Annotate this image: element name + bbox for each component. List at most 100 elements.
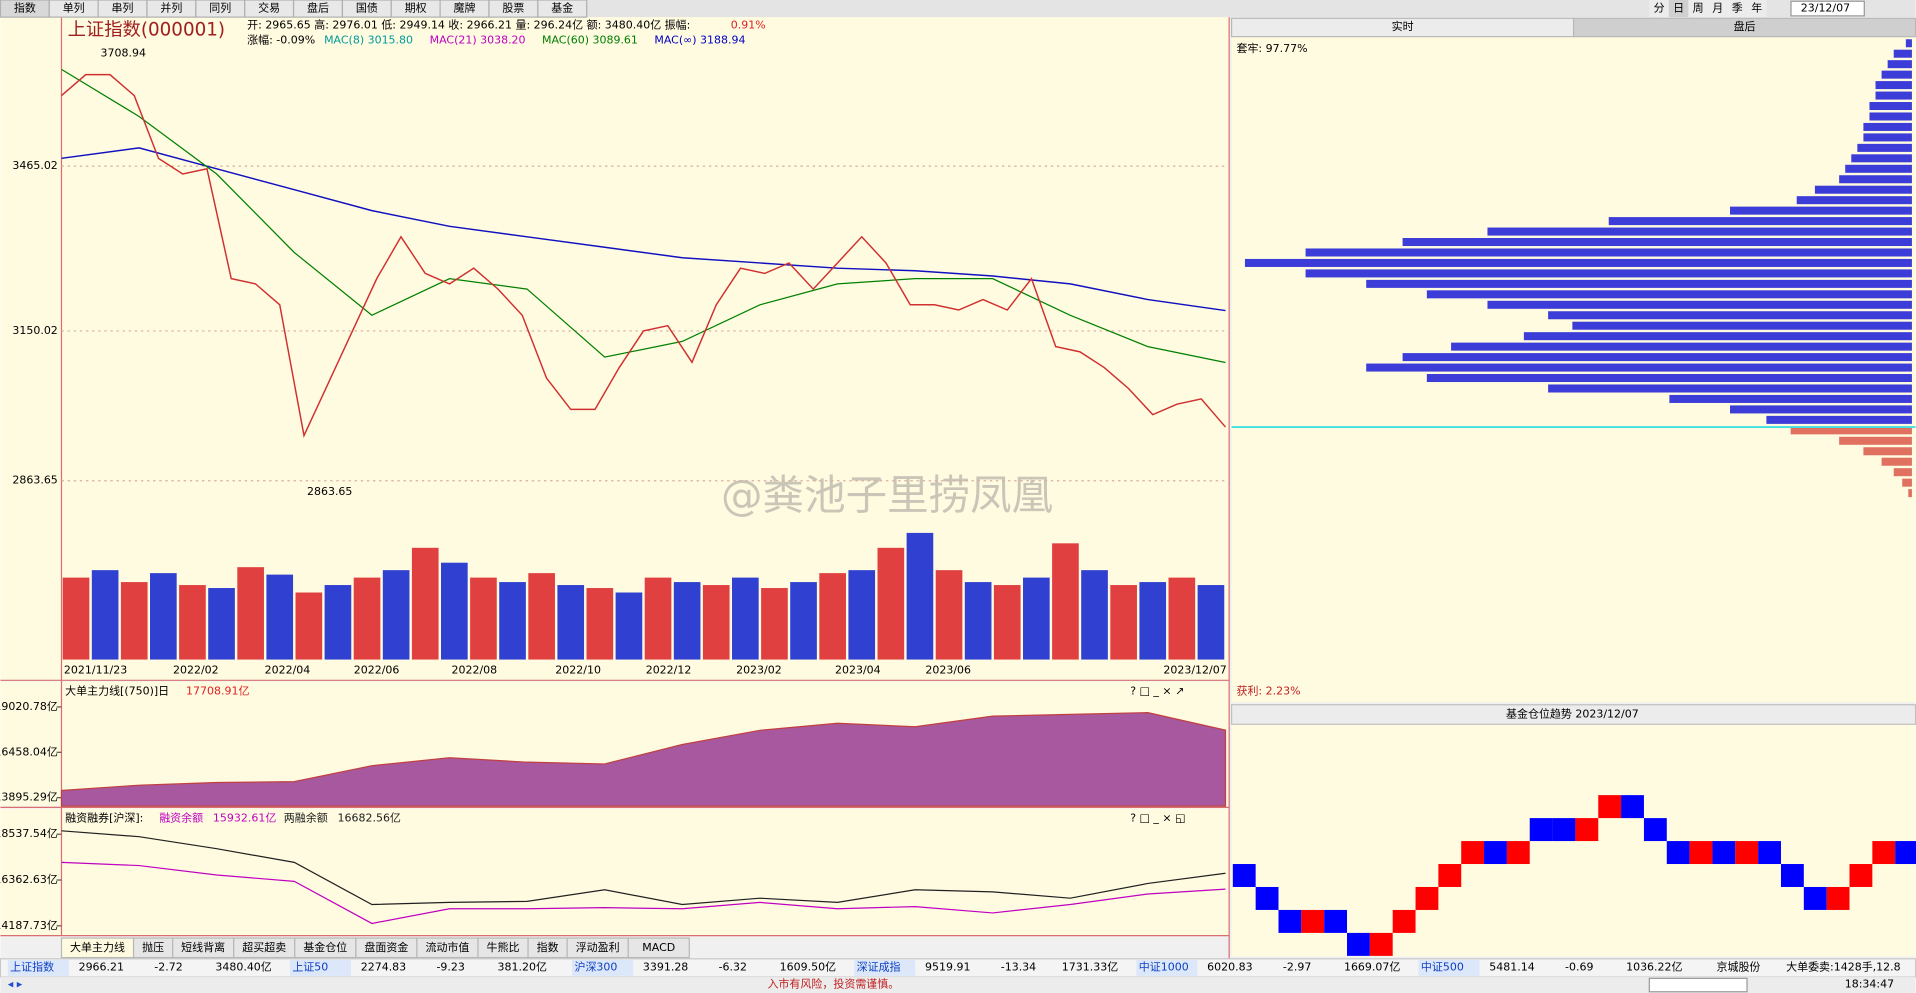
chip-bar [1845, 164, 1912, 173]
chip-bar [1881, 457, 1912, 466]
volume-bar [557, 585, 585, 660]
bottom-tab-label[interactable]: MACD [642, 941, 675, 954]
fund-block [1278, 909, 1302, 933]
main-pane [0, 17, 1230, 681]
tab-label[interactable]: 指数 [14, 1, 36, 15]
period-tab[interactable] [1668, 0, 1689, 18]
y-tick-label: 16362.63亿 [0, 873, 58, 886]
tab-label[interactable]: 串列 [112, 1, 134, 15]
index-name[interactable]: 上证指数 [10, 959, 54, 973]
volume-bar [208, 588, 235, 660]
period-label[interactable]: 日 [1673, 2, 1684, 15]
fund-block [1758, 841, 1781, 865]
tool-icons[interactable]: ? □ _ × ↗ [1130, 684, 1184, 697]
chip-bar [1881, 70, 1912, 79]
fund-block [1780, 864, 1804, 887]
tab-label[interactable]: 国债 [356, 1, 378, 15]
chip-bar [1863, 133, 1912, 142]
tool-icons[interactable]: ? □ _ × ◱ [1130, 811, 1185, 824]
y-tick-label: 14187.73亿 [0, 919, 58, 932]
panel2-value: 17708.91亿 [186, 684, 249, 697]
period-label[interactable]: 月 [1712, 2, 1723, 15]
bottom-tab-label[interactable]: 抛压 [142, 940, 164, 954]
index-amount: 1669.07亿 [1344, 960, 1400, 973]
period-tab[interactable] [1747, 0, 1767, 18]
chip-bar [1487, 300, 1912, 309]
index-name[interactable]: 中证500 [1421, 960, 1464, 973]
tab[interactable] [537, 0, 588, 18]
date-box-text[interactable]: 23/12/07 [1801, 2, 1850, 15]
bottom-tab-label[interactable]: 浮动盈利 [576, 941, 620, 954]
x-tick-label: 2022/12 [646, 664, 692, 677]
volume-bar [790, 582, 817, 660]
ma-label: MAC(60) 3089.61 [542, 33, 638, 46]
period-tab[interactable] [1707, 0, 1728, 18]
bottom-tab[interactable] [627, 937, 690, 959]
bottom-tab-label[interactable]: 大单主力线 [70, 940, 125, 954]
index-name[interactable]: 中证1000 [1139, 960, 1189, 973]
volume-bar [470, 577, 497, 660]
bottom-tab-label[interactable]: 流动市值 [425, 940, 469, 954]
tab-label[interactable]: 期权 [405, 2, 427, 15]
bottom-tab-label[interactable]: 盘面资金 [364, 940, 408, 954]
bottom-tab-label[interactable]: 超买超卖 [242, 940, 286, 954]
index-name-box[interactable] [854, 960, 916, 976]
index-name-box[interactable] [7, 960, 69, 976]
period-label[interactable]: 分 [1654, 2, 1665, 15]
index-change: -2.97 [1283, 960, 1311, 973]
chip-bar [1402, 353, 1912, 362]
tab-label[interactable]: 同列 [209, 1, 231, 15]
period-tab[interactable] [1727, 0, 1748, 18]
volume-bar [906, 532, 934, 660]
status-bar [0, 977, 1916, 993]
tab-label[interactable]: 魔牌 [454, 1, 476, 15]
bottom-tab-label[interactable]: 短线背离 [181, 940, 225, 954]
index-name-box[interactable] [1418, 960, 1480, 976]
chip-bar [1305, 269, 1912, 278]
bottom-tab-label[interactable]: 基金仓位 [303, 940, 347, 954]
volume-bar [993, 585, 1021, 660]
tab-label[interactable]: 并列 [160, 1, 182, 15]
tab-label[interactable]: 股票 [502, 2, 524, 15]
right-tab-label[interactable]: 实时 [1392, 19, 1414, 33]
chip-bar [1857, 143, 1912, 152]
search-input[interactable] [1648, 977, 1748, 993]
period-tab[interactable] [1649, 0, 1669, 18]
chip-bar [1863, 122, 1912, 131]
period-label[interactable]: 周 [1693, 2, 1704, 15]
chip-bar [1796, 196, 1912, 205]
volume-bar [819, 573, 846, 660]
index-name[interactable]: 沪深300 [574, 959, 617, 973]
tab-label[interactable]: 盘后 [307, 1, 329, 15]
chip-bar [1669, 394, 1912, 403]
chip-bar [1244, 258, 1912, 267]
x-tick-label: 2022/04 [265, 664, 311, 677]
fund-block [1369, 932, 1393, 956]
fund-title: 基金仓位趋势 2023/12/07 [1506, 707, 1639, 721]
volume-bar [964, 582, 992, 660]
period-tab[interactable] [1688, 0, 1708, 18]
chip-bar [1851, 154, 1912, 163]
period-label[interactable]: 季 [1732, 2, 1743, 15]
bottom-tab-label[interactable]: 牛熊比 [487, 940, 520, 954]
volume-bar [1110, 585, 1137, 660]
ohlc-text: 开: 2965.65 高: 2976.01 低: 2949.14 收: 2966… [247, 18, 690, 32]
index-name-box[interactable] [289, 960, 351, 976]
x-tick-label: 2021/11/23 [64, 664, 127, 677]
chip-bar [1730, 405, 1912, 414]
index-name[interactable]: 深证成指 [857, 959, 901, 973]
index-name-box[interactable] [1136, 960, 1198, 976]
right-tab-label[interactable]: 盘后 [1734, 19, 1756, 33]
tab-label[interactable]: 基金 [551, 1, 573, 15]
scroll-arrows[interactable]: ◂ ▸ [8, 977, 23, 990]
fund-block [1666, 841, 1690, 865]
period-label[interactable]: 年 [1751, 1, 1762, 15]
bottom-tab-label[interactable]: 指数 [537, 940, 559, 954]
date-box[interactable] [1790, 0, 1865, 17]
fund-block [1415, 886, 1439, 910]
tab-label[interactable]: 单列 [63, 1, 85, 15]
tab-label[interactable]: 交易 [258, 1, 280, 15]
index-name[interactable]: 上证50 [292, 960, 328, 973]
index-name-box[interactable] [572, 960, 634, 976]
chip-bar [1608, 217, 1912, 226]
